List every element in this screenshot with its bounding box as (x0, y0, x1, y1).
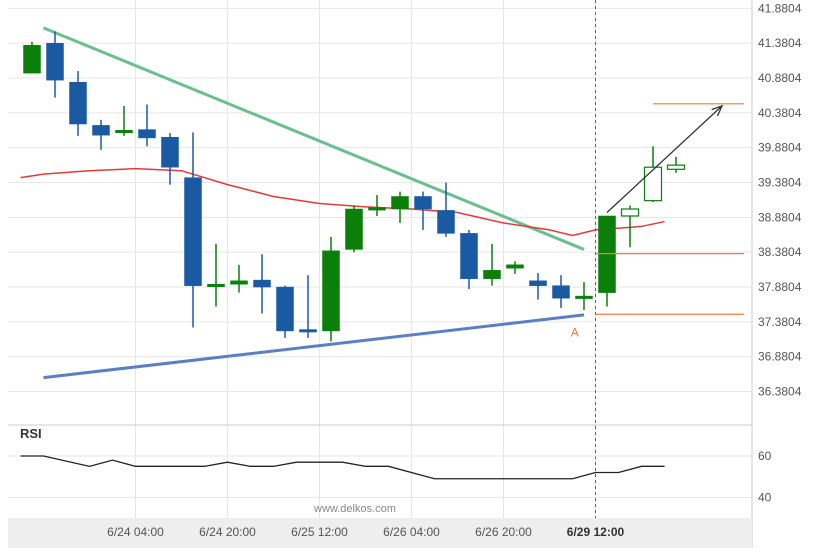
candle-body (391, 196, 409, 210)
y-tick-label: 39.8804 (758, 141, 802, 155)
candle (666, 156, 686, 173)
candle-body (69, 81, 87, 125)
x-tick-label: 6/26 04:00 (383, 525, 440, 539)
candle-body (368, 207, 386, 211)
projection-arrow-head (711, 104, 724, 117)
candle-body (276, 286, 294, 332)
moving-average (20, 167, 665, 237)
grid (8, 0, 752, 518)
candle-body (598, 215, 616, 293)
y-tick-label: 38.3804 (758, 245, 802, 259)
upper-trendline (42, 26, 585, 251)
candle-body (575, 295, 593, 299)
candles (23, 31, 686, 342)
y-tick-label: 37.8804 (758, 280, 802, 294)
candle-body (460, 233, 478, 279)
candle-body (345, 208, 363, 250)
candle-body (506, 264, 524, 269)
rsi-tick-label: 60 (758, 449, 772, 463)
candle-body (414, 196, 432, 210)
candle (69, 71, 87, 136)
candle (322, 236, 340, 342)
candle-body (253, 279, 271, 288)
candle-body (115, 130, 133, 134)
candle-body (322, 250, 340, 332)
candle (598, 215, 616, 307)
candle-body (46, 42, 64, 81)
candle (115, 105, 133, 136)
candle-body (23, 45, 41, 74)
candle-body (552, 285, 570, 299)
overlays: A (571, 0, 744, 518)
candle (138, 104, 156, 147)
candle-body (92, 125, 110, 136)
candle-body (207, 284, 225, 288)
x-tick-label: 6/24 20:00 (199, 525, 256, 539)
candle (414, 191, 432, 230)
candle-body (230, 280, 248, 285)
y-tick-label: 36.3804 (758, 385, 802, 399)
candle (230, 264, 248, 293)
x-tick-label: 6/24 04:00 (107, 525, 164, 539)
candle (368, 195, 386, 216)
candle (506, 261, 524, 274)
x-axis-band (8, 518, 752, 548)
candle (46, 31, 64, 98)
axes: 41.8804 41.3804 40.8804 40.3804 39.8804 39.38… (8, 0, 802, 548)
y-tick-label: 40.8804 (758, 71, 802, 85)
candle (253, 254, 271, 314)
x-tick-label: 6/25 12:00 (291, 525, 348, 539)
candle-body (666, 164, 686, 170)
candle-body (643, 166, 663, 202)
candle (276, 285, 294, 338)
candle-body (161, 137, 179, 168)
candle (552, 275, 570, 308)
candle-body (529, 280, 547, 286)
candle (483, 243, 501, 286)
moving-average-line (20, 167, 665, 237)
y-tick-label: 39.3804 (758, 176, 802, 190)
candle-body (620, 208, 640, 217)
lower-trendline (43, 313, 585, 380)
pattern-point-label: A (571, 325, 579, 339)
candle (460, 229, 478, 290)
rsi-label: RSI (20, 426, 42, 441)
candle (184, 132, 202, 328)
rsi-tick-label: 40 (758, 490, 772, 504)
y-tick-label: 36.8804 (758, 350, 802, 364)
candle (92, 119, 110, 150)
rsi-panel: 60 40 (8, 449, 772, 504)
y-tick-label: 41.3804 (758, 36, 802, 50)
candle-body (138, 129, 156, 139)
candle (437, 182, 455, 237)
candle (529, 273, 547, 300)
x-tick-label: 6/29 12:00 (567, 525, 625, 539)
candle (23, 41, 41, 74)
y-tick-label: 37.3804 (758, 315, 802, 329)
y-tick-label: 38.8804 (758, 210, 802, 224)
y-tick-label: 40.3804 (758, 106, 802, 120)
candle (620, 205, 640, 248)
candle (207, 243, 225, 307)
candle-body (184, 177, 202, 286)
candle (391, 191, 409, 223)
candle (299, 275, 317, 338)
projection-arrow-line (606, 105, 723, 213)
candle-body (299, 329, 317, 333)
candle (345, 205, 363, 253)
candle (643, 146, 663, 203)
candle-body (437, 210, 455, 234)
candle-body (483, 270, 501, 279)
x-tick-label: 6/26 20:00 (475, 525, 532, 539)
watermark: www.delkos.com (313, 503, 396, 515)
candle (161, 133, 179, 185)
candle (575, 282, 593, 311)
y-tick-label: 41.8804 (758, 1, 802, 15)
rsi-line (20, 455, 665, 480)
trendlines (42, 26, 585, 380)
